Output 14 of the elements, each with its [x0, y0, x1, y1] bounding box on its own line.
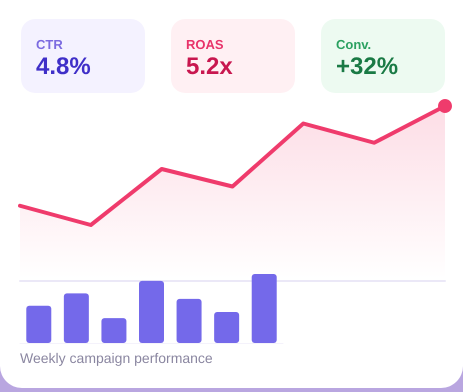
bar [214, 312, 240, 343]
text: 5.2x [186, 53, 234, 81]
bar [139, 280, 164, 343]
text: 4.8% [36, 53, 92, 81]
text: CTR [36, 37, 64, 52]
bar [64, 293, 89, 343]
bar [176, 298, 202, 343]
text: ROAS [186, 37, 225, 52]
bar [252, 274, 277, 343]
text: Conv. [336, 37, 372, 52]
text: +32% [336, 53, 400, 81]
bar [101, 318, 126, 343]
bar [26, 306, 52, 343]
text: Weekly campaign performance [20, 350, 213, 366]
